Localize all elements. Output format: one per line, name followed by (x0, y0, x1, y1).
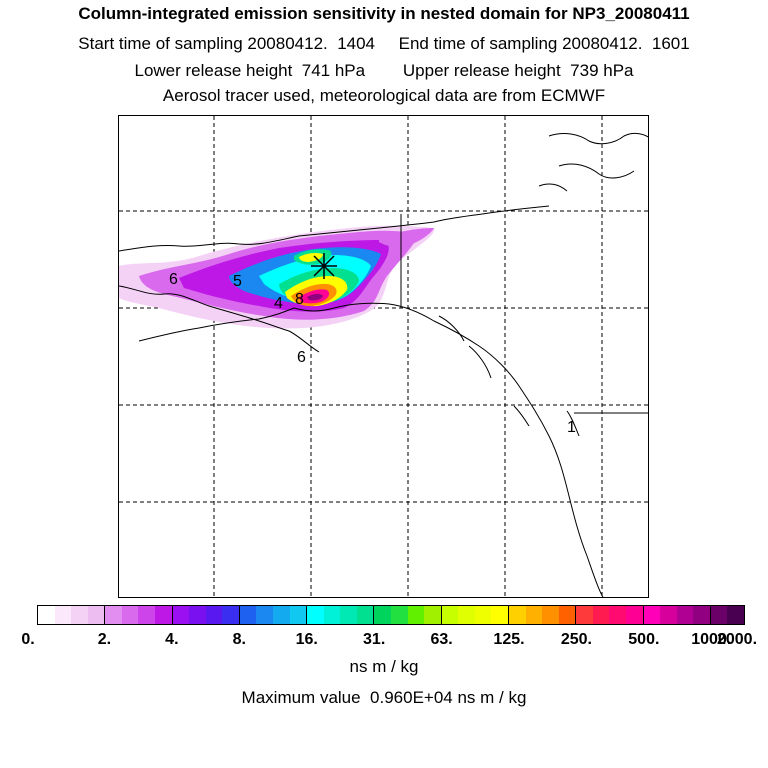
colorbar-swatch (643, 606, 661, 624)
colorbar-swatch (121, 606, 139, 624)
colorbar-segment (575, 606, 643, 624)
colorbar-swatch (508, 606, 526, 624)
colorbar-swatch (87, 606, 105, 624)
gulf-of-alaska-coast (293, 302, 604, 597)
colorbar-swatch (356, 606, 374, 624)
colorbar-swatch (222, 606, 239, 624)
colorbar-swatch (340, 606, 357, 624)
tracer-info-line: Aerosol tracer used, meteorological data… (162, 86, 606, 105)
colorbar-swatch (458, 606, 475, 624)
colorbar-swatch (525, 606, 543, 624)
plume-label: 4 (274, 295, 283, 312)
colorbar-swatch (138, 606, 156, 624)
map-canvas: 6 5 4 6 8 1 (119, 116, 648, 597)
plume-labels: 6 5 4 6 8 1 (169, 271, 576, 436)
colorbar-swatch (660, 606, 677, 624)
colorbar-segment (171, 606, 239, 624)
colorbar-tick-label: 8. (232, 631, 246, 648)
colorbar-swatch (38, 606, 55, 624)
colorbar-swatch (71, 606, 88, 624)
colorbar-swatch (273, 606, 290, 624)
colorbar-tick-label: 2000. (716, 631, 758, 648)
colorbar-tick-label: 31. (363, 631, 386, 648)
plume-level-1000 (307, 293, 323, 301)
map-panel: 6 5 4 6 8 1 (118, 115, 649, 598)
colorbar-swatch (105, 606, 122, 624)
colorbar-swatch (172, 606, 190, 624)
figure-title: Column-integrated emission sensitivity i… (78, 4, 690, 23)
graticule (119, 116, 648, 597)
maximum-value-text: Maximum value 0.960E+04 ns m / kg (241, 688, 527, 707)
colorbar-swatch (727, 606, 744, 624)
colorbar-tick-label: 63. (430, 631, 453, 648)
colorbar-swatch (710, 606, 728, 624)
arctic-islands (538, 132, 648, 192)
colorbar-tick-label: 125. (493, 631, 525, 648)
colorbar-tick-label: 1000. (691, 631, 732, 648)
colorbar-swatch (307, 606, 324, 624)
colorbar-swatch (374, 606, 391, 624)
colorbar-segment (373, 606, 441, 624)
plume-east-tail (379, 228, 434, 247)
colorbar-swatch (592, 606, 610, 624)
alaska-west-coast (119, 285, 320, 353)
colorbar-segment (238, 606, 307, 624)
colorbar-segment (642, 606, 710, 624)
colorbar-swatch (491, 606, 508, 624)
colorbar-swatch (205, 606, 223, 624)
colorbar-swatch (609, 606, 626, 624)
plume-label: 6 (297, 349, 306, 366)
colorbar-swatch (323, 606, 341, 624)
plume-label: 1 (567, 419, 576, 436)
colorbar-swatch (474, 606, 492, 624)
colorbar-units: ns m / kg (349, 657, 419, 676)
plume-label: 5 (233, 273, 242, 290)
colorbar-swatch (239, 606, 257, 624)
bc-islands (438, 315, 580, 437)
colorbar-swatch (54, 606, 72, 624)
colorbar-segment (709, 606, 744, 624)
colorbar-segment (104, 606, 172, 624)
colorbar-swatch (542, 606, 559, 624)
colorbar-segment (38, 606, 105, 624)
alaska-north-coast (119, 205, 550, 252)
colorbar-tick-label: 0. (21, 631, 35, 648)
colorbar-tick-label: 500. (628, 631, 660, 648)
star-marker (311, 253, 337, 279)
colorbar-tick-labels: 0. 2. 4. 8. 16. 31. 63. 125. 250. 500. 1000. 2000. (0, 631, 768, 651)
plume-label: 6 (169, 271, 178, 288)
colorbar-segment (306, 606, 374, 624)
release-height-line: Lower release height 741 hPa Upper relea… (134, 61, 634, 80)
colorbar-swatch (407, 606, 425, 624)
colorbar-swatch (576, 606, 593, 624)
sampling-time-line: Start time of sampling 20080412. 1404 En… (78, 34, 690, 53)
colorbar-swatch (155, 606, 172, 624)
colorbar-segment (440, 606, 508, 624)
coastlines (119, 132, 648, 597)
plume-label: 8 (295, 291, 304, 308)
colorbar-segment (507, 606, 576, 624)
alaska-peninsula (138, 307, 295, 342)
colorbar-swatch (558, 606, 576, 624)
colorbar-swatch (676, 606, 694, 624)
colorbar-tick-label: 4. (165, 631, 179, 648)
colorbar (37, 605, 745, 625)
colorbar-swatch (441, 606, 459, 624)
colorbar-swatch (289, 606, 307, 624)
colorbar-swatch (256, 606, 273, 624)
colorbar-swatch (189, 606, 206, 624)
colorbar-swatch (693, 606, 710, 624)
colorbar-tick-label: 2. (97, 631, 112, 648)
colorbar-swatch (424, 606, 441, 624)
sensitivity-plume (119, 225, 435, 329)
colorbar-swatch (390, 606, 408, 624)
colorbar-tick-label: 16. (295, 631, 318, 648)
colorbar-tick-label: 250. (560, 631, 592, 648)
colorbar-swatch (625, 606, 643, 624)
